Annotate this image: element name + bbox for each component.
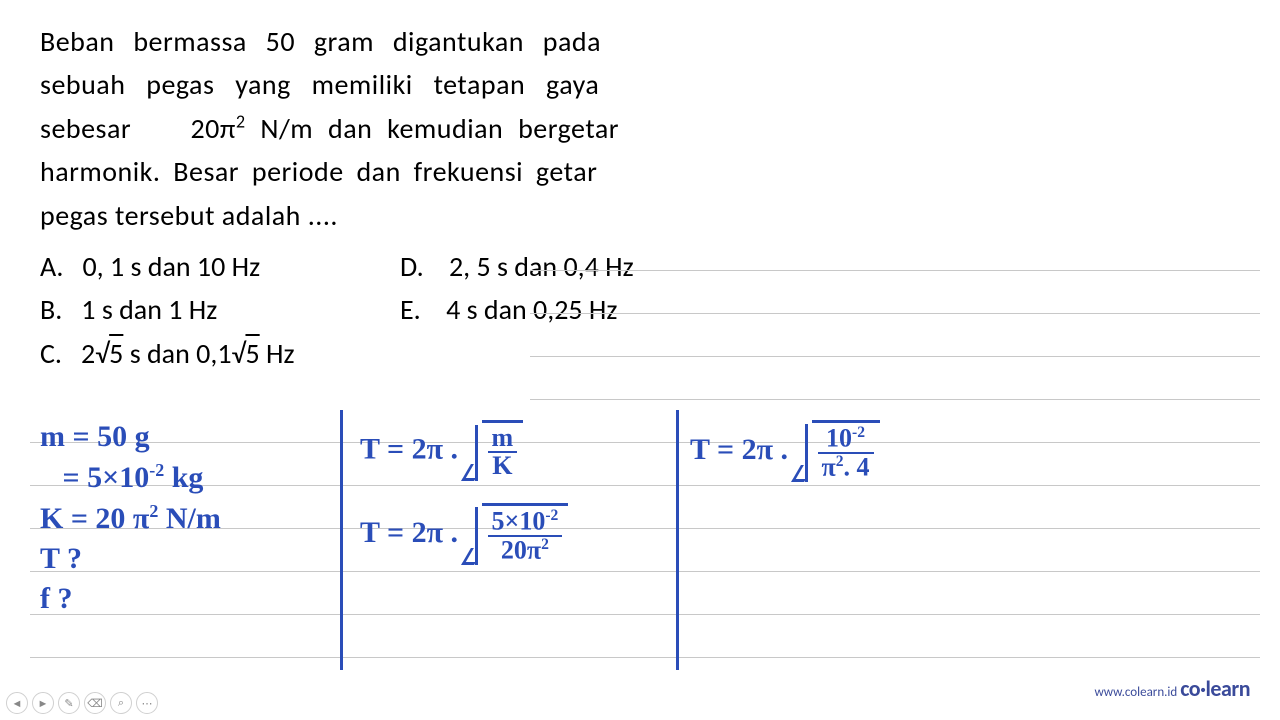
option-b: B. 1 s dan 1 Hz [40, 288, 400, 331]
frac-2: 5×10-2 20π2 [488, 508, 563, 565]
root-1: m K [466, 420, 524, 483]
option-a: A. 0, 1 s dan 10 Hz [40, 245, 400, 288]
hw-m2exp: -2 [149, 460, 164, 480]
hw-m: m = 50 g [40, 420, 320, 454]
frac-mk-num: m [488, 425, 518, 453]
f3db: . 4 [844, 452, 870, 481]
opt-a-text: 0, 1 s dan 10 Hz [82, 249, 260, 284]
f2ne: -2 [545, 507, 558, 524]
frac-mk-den: K [488, 453, 518, 481]
divider-1 [340, 410, 343, 670]
option-c: C. 2√5 s dan 0,1√5 Hz [40, 332, 295, 375]
hw-m2: = 5×10-2 kg [40, 460, 320, 495]
next-button[interactable]: ► [32, 692, 54, 714]
frac3-num: 10-2 [818, 425, 874, 454]
q-line3-c: N/m dan kemudian bergetar [260, 111, 619, 146]
f3da: π [822, 452, 836, 481]
frac2-num: 5×10-2 [488, 508, 563, 537]
f3de: 2 [836, 453, 844, 470]
q-line-3: sebesar 20π2 N/m dan kemudian bergetar [40, 107, 1240, 150]
work-col-2: T = 2π . m K T = 2π . 5×10-2 20π2 [360, 420, 670, 573]
frac-mk: m K [488, 425, 518, 481]
brand-logo: co·learn [1180, 675, 1250, 702]
brand: www.colearn.id co·learn [1094, 675, 1250, 702]
brand-url: www.colearn.id [1094, 685, 1177, 700]
f3ne: -2 [852, 424, 865, 441]
f2da: 20π [501, 535, 541, 564]
hw-ka: K = 20 π [40, 502, 149, 535]
frac3-den: π2. 4 [818, 454, 874, 483]
root-3: 10-2 π2. 4 [796, 420, 880, 484]
hw-m2a: = 5×10 [63, 461, 150, 494]
q-line-2: sebuah pegas yang memiliki tetapan gaya [40, 63, 1240, 106]
f2na: 5×10 [492, 507, 546, 536]
eraser-button[interactable]: ⌫ [84, 692, 106, 714]
frac-3: 10-2 π2. 4 [818, 425, 874, 482]
f3na: 10 [826, 424, 852, 453]
opt-c-root2: 5 [245, 332, 259, 375]
divider-2 [676, 410, 679, 670]
q-line3-exp: 2 [236, 110, 246, 132]
question-text: Beban bermassa 50 gram digantukan pada s… [40, 20, 1240, 237]
q-line-1: Beban bermassa 50 gram digantukan pada [40, 20, 1240, 63]
hw-eq2: T = 2π . 5×10-2 20π2 [360, 503, 670, 567]
f2de: 2 [541, 536, 549, 553]
opt-c-pre: 2 [81, 336, 95, 371]
hw-eq3: T = 2π . 10-2 π2. 4 [690, 420, 1010, 484]
opt-b-text: 1 s dan 1 Hz [81, 292, 217, 327]
brand-learn: learn [1206, 675, 1250, 702]
hw-m2b: kg [164, 461, 203, 494]
q-line3-a: sebesar [40, 111, 131, 146]
hw-f: f ? [40, 582, 320, 616]
brand-co: co [1180, 675, 1200, 702]
hw-T: T ? [40, 542, 320, 576]
opt-c-mid: s dan 0,1 [123, 336, 231, 371]
pen-button[interactable]: ✎ [58, 692, 80, 714]
more-button[interactable]: ⋯ [136, 692, 158, 714]
root-2: 5×10-2 20π2 [466, 503, 569, 567]
hw-eq3-lhs: T = 2π . [690, 433, 788, 466]
work-col-3: T = 2π . 10-2 π2. 4 [690, 420, 1010, 490]
q-line3-b: 20π [190, 111, 235, 146]
q-line-4: harmonik. Besar periode dan frekuensi ge… [40, 150, 1240, 193]
bottom-toolbar: ◄ ► ✎ ⌫ ⌕ ⋯ [6, 692, 158, 714]
hw-eq2-lhs: T = 2π . [360, 516, 458, 549]
work-col-1: m = 50 g = 5×10-2 kg K = 20 π2 N/m T ? f… [40, 420, 320, 622]
search-button[interactable]: ⌕ [110, 692, 132, 714]
prev-button[interactable]: ◄ [6, 692, 28, 714]
hw-k: K = 20 π2 N/m [40, 501, 320, 536]
frac2-den: 20π2 [488, 537, 563, 566]
opt-c-post: Hz [260, 336, 295, 371]
hw-kb: N/m [158, 502, 221, 535]
opt-c-root: 5 [109, 332, 123, 375]
hw-eq1-lhs: T = 2π . [360, 432, 458, 465]
hw-eq1: T = 2π . m K [360, 420, 670, 483]
